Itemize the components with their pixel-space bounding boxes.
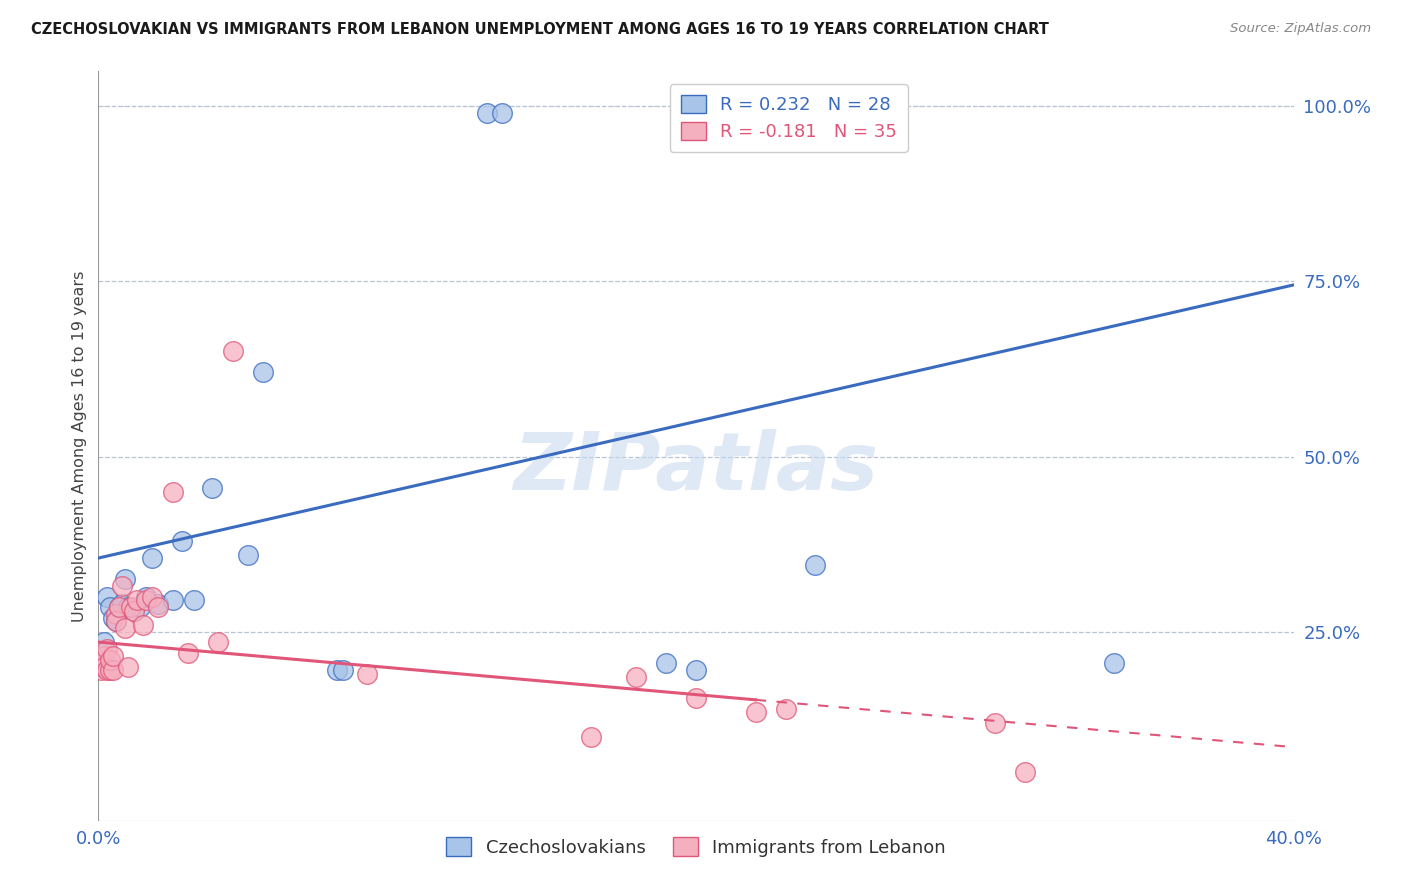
Point	[201, 481, 224, 495]
Point	[105, 614, 128, 628]
Point	[103, 649, 125, 664]
Point	[491, 106, 513, 120]
Point	[984, 715, 1007, 730]
Point	[222, 344, 245, 359]
Point	[326, 663, 349, 677]
Point	[103, 610, 125, 624]
Legend: Czechoslovakians, Immigrants from Lebanon: Czechoslovakians, Immigrants from Lebano…	[439, 830, 953, 864]
Point	[105, 614, 128, 628]
Point	[124, 603, 146, 617]
Point	[252, 366, 274, 380]
Point	[148, 600, 170, 615]
Point	[120, 600, 142, 615]
Point	[207, 635, 229, 649]
Point	[148, 597, 170, 611]
Text: ZIPatlas: ZIPatlas	[513, 429, 879, 508]
Point	[685, 663, 707, 677]
Point	[162, 484, 184, 499]
Point	[105, 607, 128, 621]
Point	[114, 572, 136, 586]
Point	[90, 652, 112, 666]
Point	[1104, 656, 1126, 670]
Point	[98, 600, 122, 615]
Point	[685, 691, 707, 706]
Point	[236, 548, 259, 562]
Point	[117, 659, 139, 673]
Point	[332, 663, 354, 677]
Point	[98, 652, 122, 666]
Point	[804, 558, 827, 572]
Y-axis label: Unemployment Among Ages 16 to 19 years: Unemployment Among Ages 16 to 19 years	[72, 270, 87, 622]
Point	[581, 730, 603, 744]
Point	[108, 600, 131, 615]
Point	[135, 593, 157, 607]
Point	[98, 663, 122, 677]
Point	[132, 617, 155, 632]
Point	[475, 106, 498, 120]
Point	[117, 600, 139, 615]
Point	[111, 579, 134, 593]
Point	[177, 646, 200, 660]
Point	[162, 593, 184, 607]
Point	[172, 533, 194, 548]
Point	[183, 593, 205, 607]
Point	[103, 663, 125, 677]
Point	[114, 621, 136, 635]
Point	[1014, 764, 1036, 779]
Point	[93, 649, 115, 664]
Text: CZECHOSLOVAKIAN VS IMMIGRANTS FROM LEBANON UNEMPLOYMENT AMONG AGES 16 TO 19 YEAR: CZECHOSLOVAKIAN VS IMMIGRANTS FROM LEBAN…	[31, 22, 1049, 37]
Point	[745, 705, 768, 719]
Point	[124, 603, 146, 617]
Point	[129, 600, 152, 615]
Point	[141, 551, 163, 566]
Point	[127, 593, 149, 607]
Point	[135, 590, 157, 604]
Point	[108, 600, 131, 615]
Point	[90, 663, 112, 677]
Point	[141, 590, 163, 604]
Point	[96, 642, 118, 657]
Text: Source: ZipAtlas.com: Source: ZipAtlas.com	[1230, 22, 1371, 36]
Point	[356, 666, 378, 681]
Point	[775, 701, 797, 715]
Point	[93, 635, 115, 649]
Point	[626, 670, 648, 684]
Point	[655, 656, 678, 670]
Point	[96, 663, 118, 677]
Point	[93, 659, 115, 673]
Point	[111, 597, 134, 611]
Point	[96, 590, 118, 604]
